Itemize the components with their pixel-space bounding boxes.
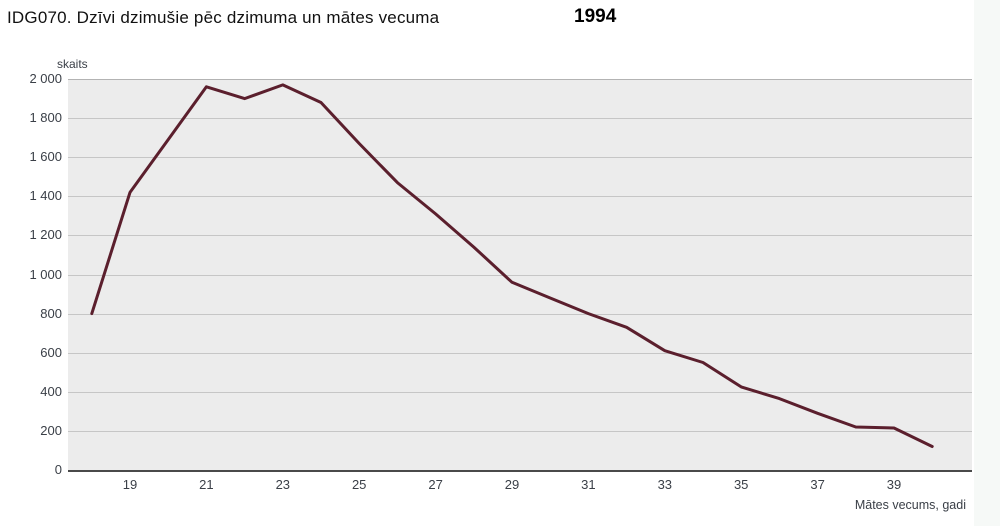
y-tick-label: 200 — [40, 422, 62, 438]
gridline — [68, 79, 972, 80]
y-tick-label: 2 000 — [29, 71, 62, 86]
gridline — [68, 196, 972, 198]
gridline — [68, 352, 972, 354]
y-tick-label: 800 — [40, 305, 62, 321]
chart-year-label: 1994 — [574, 6, 617, 27]
x-tick-label: 39 — [886, 477, 902, 492]
x-tick-label: 25 — [351, 477, 367, 492]
gridline — [68, 430, 972, 432]
x-axis-title: Mātes vecums, gadi — [854, 498, 966, 512]
line-series-svg — [90, 83, 934, 448]
y-tick-label: 1 400 — [29, 188, 62, 204]
x-tick-label: 23 — [275, 477, 291, 492]
y-tick-label: 1 800 — [29, 110, 62, 126]
gridline — [68, 157, 972, 159]
y-tick-label: 1 600 — [29, 149, 62, 165]
right-margin-strip — [974, 0, 1000, 526]
gridline — [68, 274, 972, 276]
y-tick-label: 600 — [40, 344, 62, 360]
x-tick-label: 21 — [199, 477, 214, 492]
gridline — [68, 313, 972, 315]
x-tick-label: 27 — [428, 477, 443, 492]
x-tick-label: 31 — [581, 477, 596, 492]
x-tick-label: 35 — [733, 477, 749, 492]
x-tick-label: 33 — [657, 477, 673, 492]
y-tick-label: 1 200 — [29, 227, 62, 243]
y-axis-title: skaits — [57, 57, 88, 71]
y-tick-label: 400 — [40, 383, 62, 399]
gridline — [68, 391, 972, 393]
y-tick-label: 0 — [54, 462, 62, 477]
y-tick-label: 1 000 — [29, 266, 62, 282]
x-tick-label: 19 — [122, 477, 138, 492]
plot-area — [68, 79, 972, 472]
gridline — [68, 118, 972, 120]
chart-title: IDG070. Dzīvi dzimušie pēc dzimuma un mā… — [7, 8, 440, 27]
x-tick-label: 29 — [504, 477, 520, 492]
data-line — [90, 83, 934, 448]
gridline — [68, 235, 972, 237]
x-tick-label: 37 — [810, 477, 825, 492]
